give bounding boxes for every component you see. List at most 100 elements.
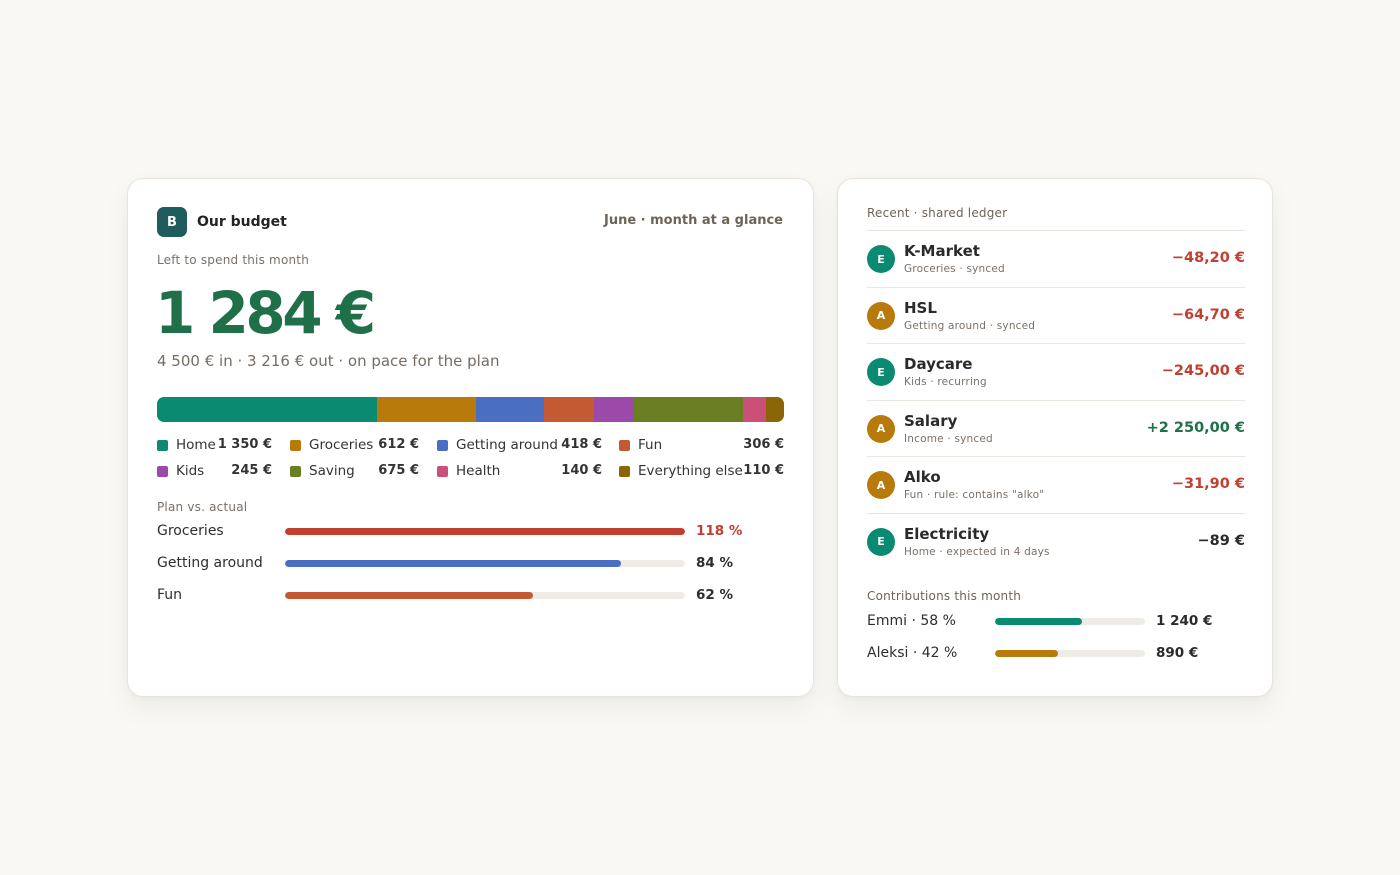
- transaction-name: Electricity: [904, 524, 990, 543]
- plan-row-label: Fun: [157, 587, 183, 603]
- transaction-row[interactable]: E Electricity Home · expected in 4 days −89…: [867, 514, 1245, 571]
- transaction-name: Daycare: [904, 355, 973, 373]
- plan-row-label: Getting around: [157, 555, 263, 571]
- plan-vs-actual-label: Plan vs. actual: [157, 500, 248, 514]
- transaction-meta: Getting around · synced: [904, 319, 1036, 332]
- legend-swatch: [157, 465, 168, 477]
- ledger-title: Recent · shared ledger: [867, 206, 1008, 220]
- category-segment-saving[interactable]: [633, 397, 744, 422]
- ledger-card: Recent · shared ledger E K-Market Grocerie…: [837, 178, 1273, 697]
- plan-row-getting-around: Getting around 84 %: [157, 553, 757, 573]
- transaction-amount: −48,20 €: [1171, 250, 1245, 266]
- legend-swatch: [437, 439, 448, 451]
- contribution-label: Aleksi · 42 %: [867, 645, 958, 661]
- category-segment-kids[interactable]: [593, 397, 634, 422]
- category-segment-home[interactable]: [157, 397, 377, 422]
- legend-item-fun: Fun 306 €: [619, 435, 784, 455]
- legend-value: 1 350 €: [217, 437, 272, 452]
- legend-item-groceries: Groceries 612 €: [290, 435, 419, 455]
- left-to-spend-amount: 1 284 €: [155, 279, 376, 347]
- transaction-name: Salary: [904, 411, 958, 430]
- legend-swatch: [619, 465, 630, 477]
- legend-item-kids: Kids 245 €: [157, 461, 272, 481]
- transaction-amount: −245,00 €: [1161, 363, 1245, 379]
- plan-row-groceries: Groceries 118 %: [157, 521, 757, 541]
- legend-label: Fun: [638, 437, 663, 453]
- legend-value: 245 €: [231, 463, 272, 478]
- legend-swatch: [290, 439, 301, 451]
- category-legend: Home 1 350 € Groceries 612 € Getting around 4…: [157, 435, 784, 487]
- transaction-amount: −89 €: [1197, 532, 1245, 549]
- contributions-title: Contributions this month: [867, 589, 1022, 603]
- category-segment-groceries[interactable]: [376, 397, 476, 422]
- avatar: E: [867, 245, 895, 273]
- budget-card: B Our budget June · month at a glance Le…: [127, 178, 814, 697]
- transaction-amount: −31,90 €: [1171, 476, 1245, 492]
- avatar: A: [867, 414, 895, 443]
- avatar: E: [867, 527, 895, 556]
- category-stacked-bar: [157, 397, 784, 422]
- legend-label: Everything else: [638, 463, 743, 479]
- avatar: E: [867, 358, 895, 386]
- transaction-row[interactable]: A HSL Getting around · synced −64,70 €: [867, 288, 1245, 344]
- legend-value: 612 €: [378, 437, 419, 452]
- contribution-bar-track: [995, 650, 1145, 657]
- transaction-name: Alko: [904, 468, 941, 486]
- legend-label: Saving: [309, 463, 355, 479]
- legend-label: Groceries: [309, 437, 374, 453]
- legend-label: Getting around: [456, 437, 558, 453]
- contribution-amount: 890 €: [1156, 645, 1199, 661]
- legend-label: Home: [176, 437, 216, 453]
- avatar: A: [867, 301, 895, 330]
- contribution-label: Emmi · 58 %: [867, 613, 956, 629]
- transaction-row[interactable]: A Alko Fun · rule: contains "alko" −31,90 €: [867, 457, 1245, 514]
- plan-row-percent: 84 %: [696, 555, 734, 571]
- avatar: A: [867, 471, 895, 499]
- transaction-meta: Kids · recurring: [904, 376, 987, 388]
- legend-swatch: [157, 439, 168, 451]
- legend-swatch: [437, 465, 448, 477]
- transaction-list: E K-Market Groceries · synced −48,20 € A HSL G…: [867, 230, 1245, 570]
- brand: B Our budget: [157, 207, 287, 237]
- contribution-bar-fill: [995, 618, 1082, 625]
- plan-progress-fill: [285, 592, 533, 599]
- legend-label: Health: [456, 463, 501, 479]
- category-segment-everything-else[interactable]: [766, 397, 784, 422]
- plan-progress-track: [285, 592, 685, 599]
- legend-item-health: Health 140 €: [437, 461, 602, 481]
- legend-row: Kids 245 € Saving 675 € Health 140 € Everythin…: [157, 461, 784, 487]
- legend-value: 110 €: [743, 463, 784, 478]
- plan-row-label: Groceries: [157, 523, 224, 539]
- contribution-bar-fill: [995, 650, 1058, 657]
- transaction-row[interactable]: A Salary Income · synced +2 250,00 €: [867, 401, 1245, 457]
- transaction-name: HSL: [904, 298, 937, 317]
- category-segment-health[interactable]: [743, 397, 767, 422]
- legend-row: Home 1 350 € Groceries 612 € Getting around 4…: [157, 435, 784, 461]
- period-label: June · month at a glance: [603, 213, 783, 228]
- transaction-meta: Income · synced: [904, 432, 993, 445]
- legend-item-home: Home 1 350 €: [157, 435, 272, 455]
- contribution-bar-track: [995, 618, 1145, 625]
- legend-item-saving: Saving 675 €: [290, 461, 419, 481]
- legend-value: 418 €: [561, 437, 602, 452]
- transaction-meta: Fun · rule: contains "alko": [904, 489, 1045, 501]
- legend-value: 306 €: [743, 437, 784, 452]
- plan-progress-fill: [285, 560, 621, 567]
- transaction-row[interactable]: E Daycare Kids · recurring −245,00 €: [867, 344, 1245, 401]
- contribution-row: Emmi · 58 % 1 240 €: [867, 611, 1227, 631]
- transaction-row[interactable]: E K-Market Groceries · synced −48,20 €: [867, 231, 1245, 288]
- plan-progress-track: [285, 528, 685, 535]
- category-segment-fun[interactable]: [543, 397, 594, 422]
- transaction-meta: Home · expected in 4 days: [904, 545, 1050, 558]
- category-segment-getting-around[interactable]: [476, 397, 544, 422]
- plan-progress-track: [285, 560, 685, 567]
- plan-row-percent: 62 %: [696, 587, 734, 603]
- plan-row-percent: 118 %: [696, 523, 743, 539]
- plan-progress-fill: [285, 528, 685, 535]
- budget-title: Our budget: [197, 214, 287, 230]
- transaction-name: K-Market: [904, 242, 980, 260]
- budget-logo-icon: B: [157, 207, 187, 237]
- legend-value: 140 €: [561, 463, 602, 478]
- transaction-amount: +2 250,00 €: [1146, 419, 1245, 436]
- contribution-amount: 1 240 €: [1156, 613, 1213, 629]
